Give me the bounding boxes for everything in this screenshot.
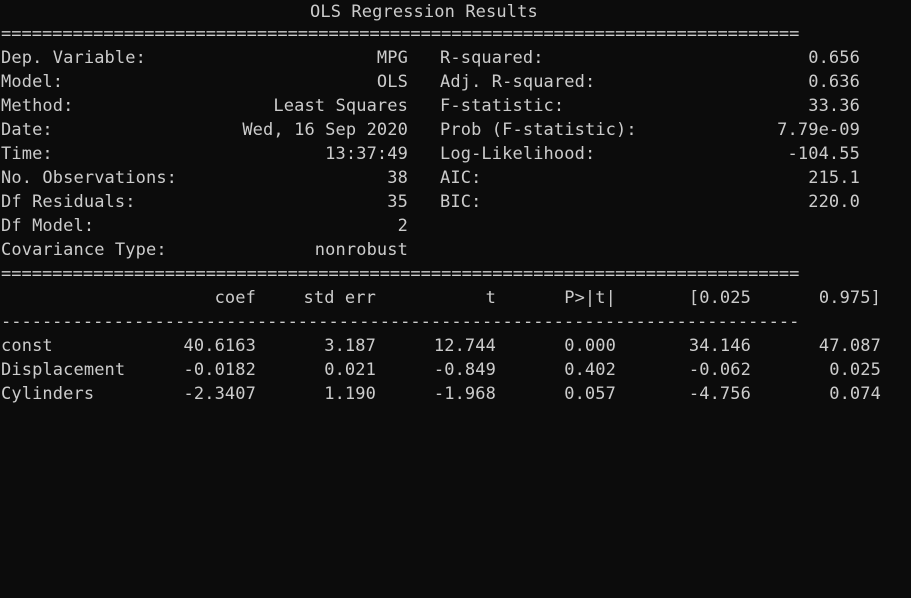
stat-value: nonrobust — [314, 240, 408, 260]
stat-row: No. Observations: 38 — [1, 166, 408, 190]
stat-row: Prob (F-statistic): 7.79e-09 — [1, 118, 860, 142]
single-rule: ----------------------------------------… — [1, 312, 800, 332]
stat-value: 0.636 — [808, 72, 860, 92]
stat-label: Df Residuals: — [1, 192, 136, 212]
col-header-std-err: std err — [303, 288, 376, 308]
cell-ci-lower: -4.756 — [688, 384, 751, 404]
stat-value: MPG — [376, 48, 408, 68]
summary-title-line: OLS Regression Results — [1, 0, 538, 24]
stat-value: 33.36 — [808, 96, 860, 116]
cell-ci-upper: 47.087 — [818, 336, 881, 356]
stat-label: Log-Likelihood: — [440, 144, 596, 164]
stat-row: AIC: 215.1 — [1, 166, 860, 190]
cell-coef: -2.3407 — [183, 384, 256, 404]
stat-value: Wed, 16 Sep 2020 — [242, 120, 408, 140]
coef-table-header: coef std err t P>|t| [0.025 0.975] — [1, 286, 881, 310]
stat-row: Time: 13:37:49 — [1, 142, 408, 166]
row-variable-name: Cylinders — [1, 384, 95, 404]
stat-value: 38 — [387, 168, 408, 188]
cell-std-err: 0.021 — [324, 360, 376, 380]
stat-label: AIC: — [440, 168, 482, 188]
stat-row: Dep. Variable: MPG — [1, 46, 408, 70]
stat-label: Dep. Variable: — [1, 48, 146, 68]
col-header-coef: coef — [214, 288, 256, 308]
cell-p-value: 0.000 — [564, 336, 616, 356]
stat-value: 215.1 — [808, 168, 860, 188]
stat-row: Df Residuals: 35 — [1, 190, 408, 214]
stat-row: R-squared: 0.656 — [1, 46, 860, 70]
col-header-p-value: P>|t| — [564, 288, 616, 308]
stat-label: F-statistic: — [440, 96, 565, 116]
stat-label: Time: — [1, 144, 53, 164]
stat-row: Method: Least Squares — [1, 94, 408, 118]
stat-row: Log-Likelihood: -104.55 — [1, 142, 860, 166]
cell-p-value: 0.402 — [564, 360, 616, 380]
stat-value: 13:37:49 — [325, 144, 408, 164]
col-header-ci-upper: 0.975] — [818, 288, 881, 308]
stat-row: Date: Wed, 16 Sep 2020 — [1, 118, 408, 142]
stat-row: Adj. R-squared: 0.636 — [1, 70, 860, 94]
cell-std-err: 3.187 — [324, 336, 376, 356]
table-row: Displacement -0.0182 0.021 -0.849 0.402 … — [1, 358, 881, 382]
cell-p-value: 0.057 — [564, 384, 616, 404]
double-rule-top: ========================================… — [1, 24, 800, 44]
stat-label: Adj. R-squared: — [440, 72, 596, 92]
stat-value: Least Squares — [273, 96, 408, 116]
stat-row: BIC: 220.0 — [1, 190, 860, 214]
stat-value: 35 — [387, 192, 408, 212]
stat-label: Date: — [1, 120, 53, 140]
stat-value: -104.55 — [787, 144, 860, 164]
row-variable-name: Displacement — [1, 360, 126, 380]
cell-t: 12.744 — [433, 336, 496, 356]
stat-label: Model: — [1, 72, 64, 92]
stat-row: Model: OLS — [1, 70, 408, 94]
cell-std-err: 1.190 — [324, 384, 376, 404]
stat-row: Covariance Type: nonrobust — [1, 238, 408, 262]
cell-ci-lower: 34.146 — [688, 336, 751, 356]
stat-label: BIC: — [440, 192, 482, 212]
stat-label: Df Model: — [1, 216, 95, 236]
stat-value: 2 — [397, 216, 408, 236]
stat-label: Prob (F-statistic): — [440, 120, 637, 140]
row-variable-name: const — [1, 336, 53, 356]
stat-label: No. Observations: — [1, 168, 178, 188]
col-header-ci-lower: [0.025 — [688, 288, 751, 308]
cell-coef: 40.6163 — [183, 336, 256, 356]
table-row: const 40.6163 3.187 12.744 0.000 34.146 … — [1, 334, 881, 358]
col-header-t: t — [485, 288, 496, 308]
stat-value: 7.79e-09 — [777, 120, 860, 140]
cell-ci-upper: 0.025 — [829, 360, 881, 380]
terminal-output: OLS Regression Results =================… — [1, 0, 881, 406]
table-row: Cylinders -2.3407 1.190 -1.968 0.057 -4.… — [1, 382, 881, 406]
cell-ci-lower: -0.062 — [688, 360, 751, 380]
cell-coef: -0.0182 — [183, 360, 256, 380]
cell-t: -1.968 — [433, 384, 496, 404]
cell-ci-upper: 0.074 — [829, 384, 881, 404]
stat-label: Covariance Type: — [1, 240, 167, 260]
stat-row: F-statistic: 33.36 — [1, 94, 860, 118]
stat-value: 0.656 — [808, 48, 860, 68]
stat-value: OLS — [376, 72, 408, 92]
stat-row: Df Model: 2 — [1, 214, 408, 238]
stat-label: R-squared: — [440, 48, 544, 68]
summary-title: OLS Regression Results — [310, 2, 538, 22]
cell-t: -0.849 — [433, 360, 496, 380]
stat-value: 220.0 — [808, 192, 860, 212]
double-rule-middle: ========================================… — [1, 264, 800, 284]
stat-label: Method: — [1, 96, 74, 116]
